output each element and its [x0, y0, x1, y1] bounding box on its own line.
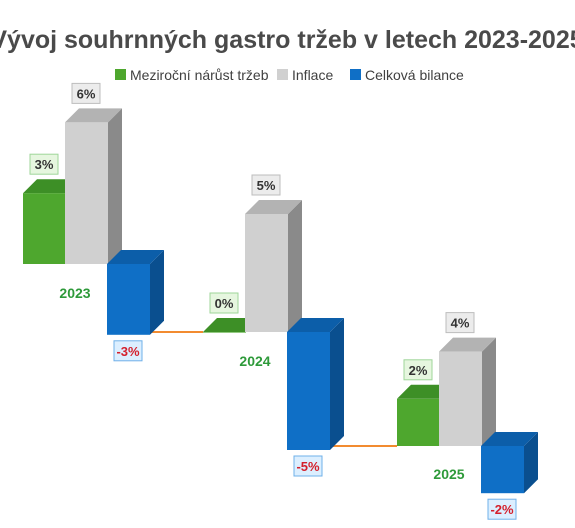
year-label-2023: 2023: [59, 285, 90, 301]
data-label-inflace-2024: 5%: [257, 178, 276, 193]
bar-top-celková-bilance-2024: [287, 318, 344, 332]
bars-layer: 3% 6% -3% 2023 0% 5% -5% 2024 2% 4% -2% 2025: [23, 82, 538, 520]
bar-side-celková-bilance-2024: [330, 318, 344, 450]
bar-top-inflace-2023: [65, 108, 122, 123]
data-label-box-celková-bilance-2025: [487, 498, 517, 520]
legend-label-celková-bilance: Celková bilance: [365, 67, 464, 83]
bar-side-inflace-2024: [288, 200, 302, 332]
legend-label-inflace: Inflace: [292, 67, 333, 83]
data-label-inflace-2025: 4%: [451, 316, 470, 331]
legend: Meziroční nárůst tržeb Inflace Celková b…: [115, 67, 464, 83]
legend-swatch-celková-bilance: [350, 69, 361, 80]
bar-side-inflace-2025: [482, 337, 496, 446]
data-label-box-inflace-2023: [71, 82, 101, 104]
bar-inflace-2023: [65, 122, 108, 265]
data-label-meziroční-nárůst-tržeb-2023: 3%: [35, 157, 54, 172]
bar-side-inflace-2023: [108, 108, 122, 265]
bar-top-celková-bilance-2023: [107, 250, 164, 264]
data-label-inflace-2023: 6%: [77, 86, 96, 101]
year-label-2025: 2025: [433, 466, 464, 482]
legend-label-meziroční-nárůst-tržeb: Meziroční nárůst tržeb: [130, 67, 269, 83]
bar-side-celková-bilance-2023: [150, 250, 164, 335]
chart-title: Vývoj souhrnných gastro tržeb v letech 2…: [0, 26, 575, 54]
data-label-box-meziroční-nárůst-tržeb-2025: [403, 359, 433, 381]
data-label-celková-bilance-2023: -3%: [116, 344, 140, 359]
data-label-box-meziroční-nárůst-tržeb-2023: [29, 153, 59, 175]
bar-top-inflace-2024: [245, 200, 302, 214]
data-label-meziroční-nárůst-tržeb-2024: 0%: [215, 296, 234, 311]
data-label-celková-bilance-2024: -5%: [296, 459, 320, 474]
bar-inflace-2024: [245, 214, 288, 332]
data-label-box-inflace-2025: [445, 312, 475, 334]
bar-celková-bilance-2024: [287, 332, 330, 450]
bar-top-celková-bilance-2025: [481, 432, 538, 446]
bar-meziroční-nárůst-tržeb-2024: [203, 332, 246, 333]
bar-meziroční-nárůst-tržeb-2023: [23, 193, 66, 264]
legend-swatch-inflace: [277, 69, 288, 80]
bar-celková-bilance-2023: [107, 264, 150, 335]
bar-meziroční-nárůst-tržeb-2025: [397, 398, 440, 446]
data-label-box-celková-bilance-2023: [113, 340, 143, 362]
bar-inflace-2025: [439, 351, 482, 446]
bar-top-inflace-2025: [439, 337, 496, 352]
data-label-box-celková-bilance-2024: [293, 455, 323, 477]
data-label-meziroční-nárůst-tržeb-2025: 2%: [409, 363, 428, 378]
data-label-box-inflace-2024: [251, 174, 281, 196]
year-label-2024: 2024: [239, 353, 270, 369]
bar-side-celková-bilance-2025: [524, 432, 538, 494]
data-label-box-meziroční-nárůst-tržeb-2024: [209, 292, 239, 314]
legend-swatch-meziroční-nárůst-tržeb: [115, 69, 126, 80]
data-label-celková-bilance-2025: -2%: [490, 502, 514, 517]
bar-celková-bilance-2025: [481, 446, 524, 494]
